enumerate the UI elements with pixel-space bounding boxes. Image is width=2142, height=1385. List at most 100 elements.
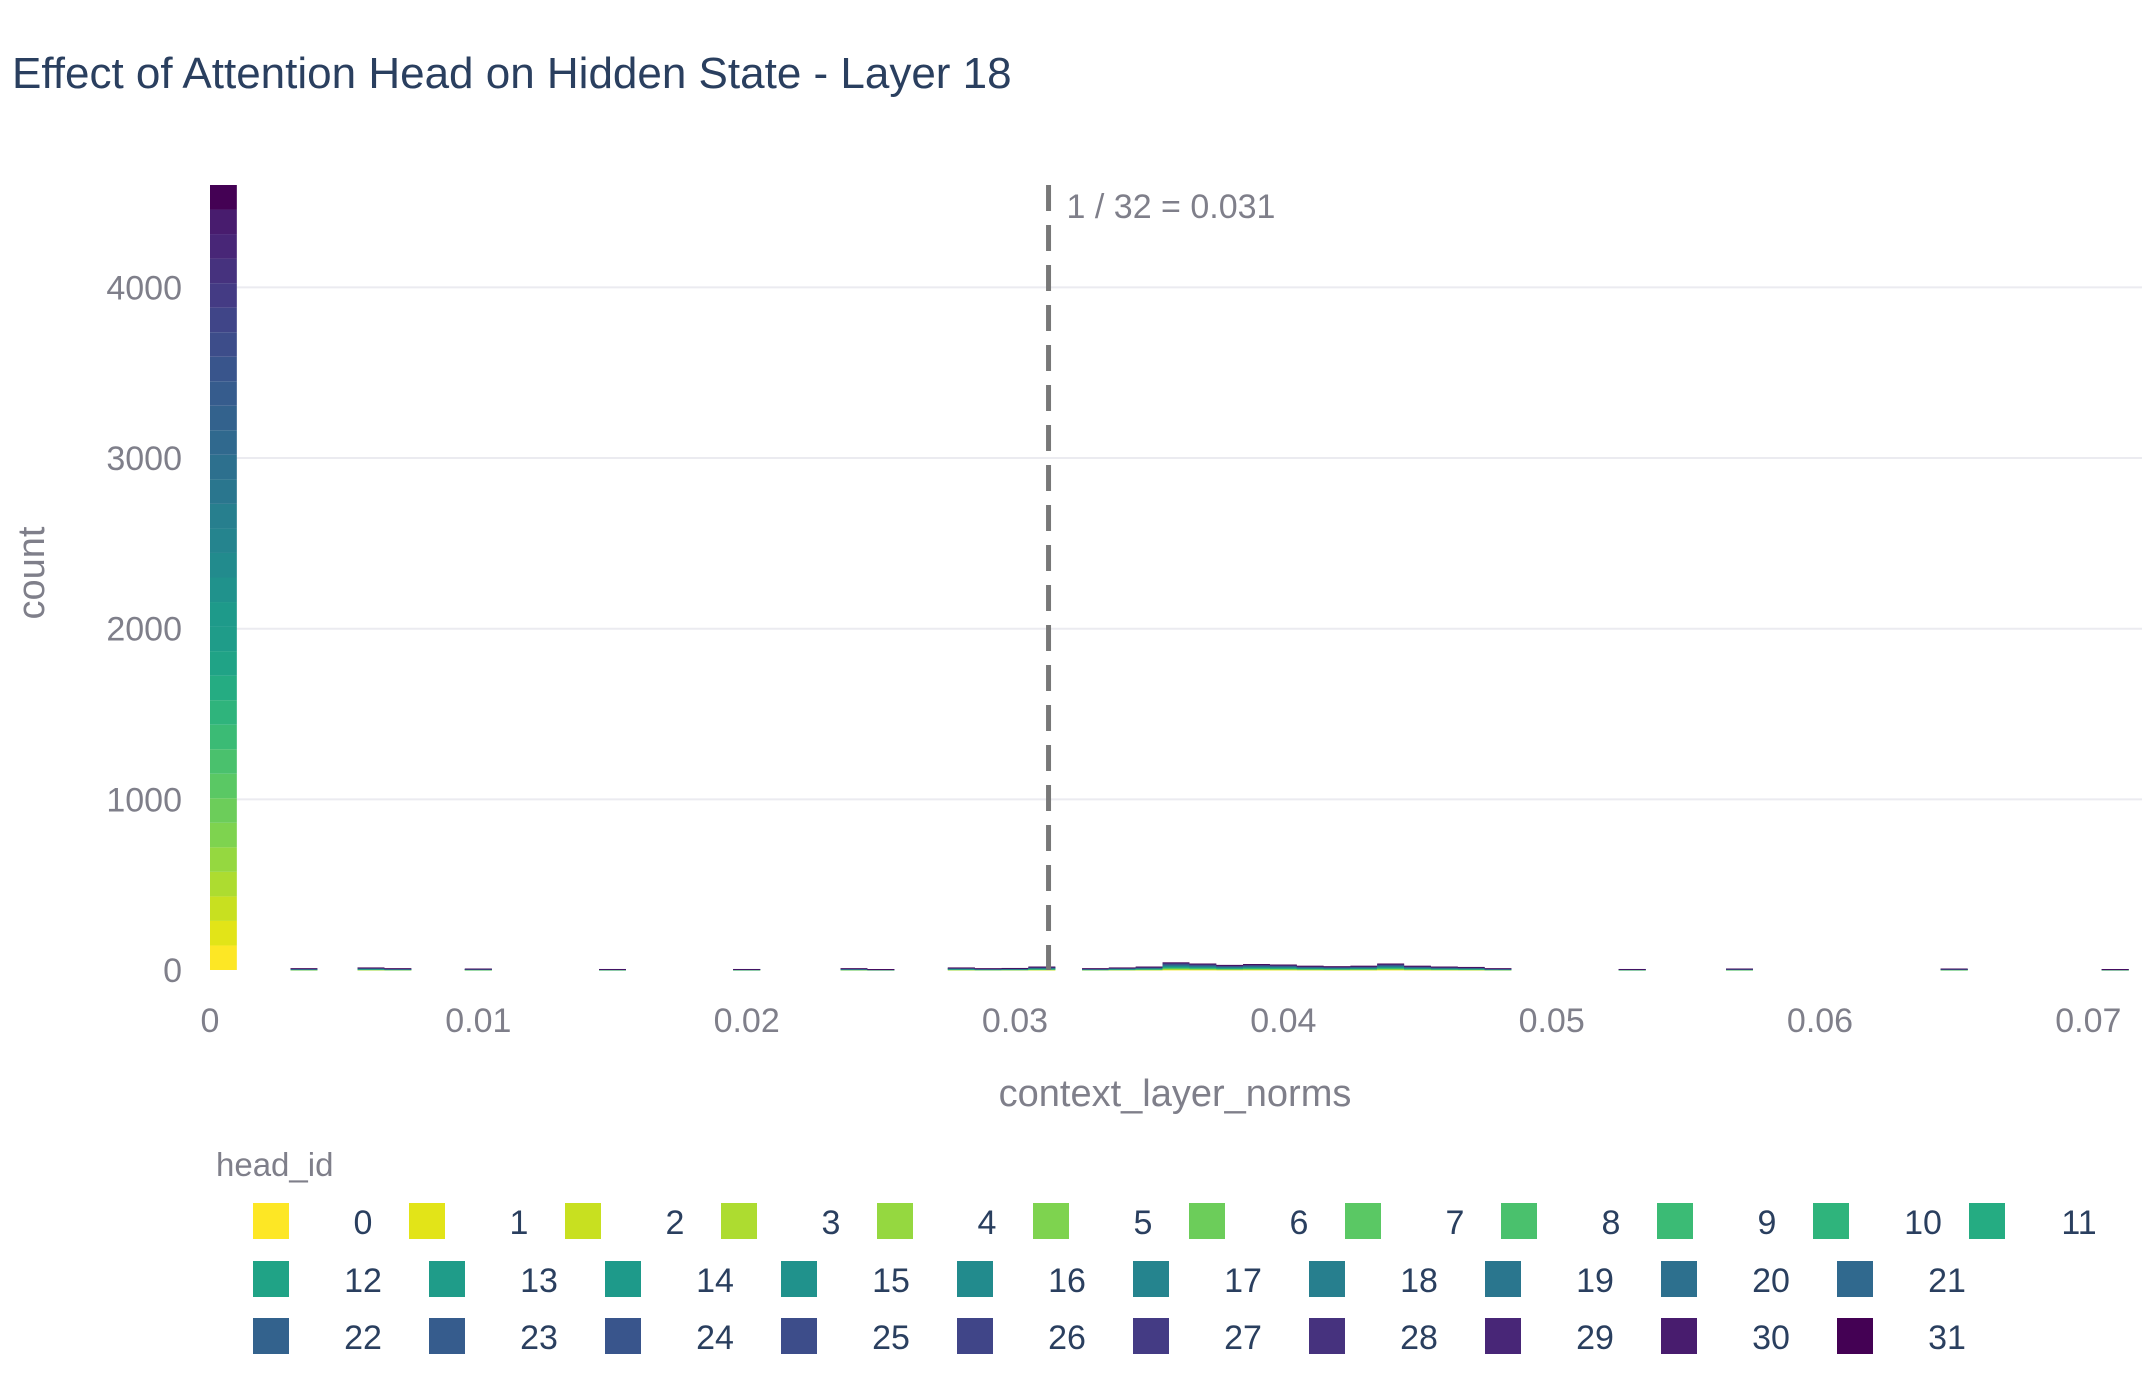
bar-segment <box>210 479 237 504</box>
legend-label: 15 <box>872 1262 910 1300</box>
legend-swatch <box>253 1318 289 1354</box>
bar-segment <box>733 968 761 970</box>
bar-segment <box>974 968 1002 969</box>
legend-label: 20 <box>1752 1262 1790 1300</box>
bar-segment <box>210 626 237 652</box>
bar-segment <box>210 381 237 406</box>
legend-label: 14 <box>696 1262 734 1300</box>
chart-title: Effect of Attention Head on Hidden State… <box>12 49 1012 98</box>
bar-segment <box>210 430 237 455</box>
legend-swatch <box>605 1261 641 1297</box>
bar-segment <box>1216 964 1244 966</box>
legend-item: 13 <box>429 1261 558 1300</box>
bar-segment <box>290 968 318 969</box>
bar-segment <box>210 602 237 627</box>
legend-label: 27 <box>1224 1319 1262 1357</box>
legend-item: 27 <box>1133 1318 1262 1357</box>
legend-item: 19 <box>1485 1261 1614 1300</box>
legend-label: 5 <box>1134 1204 1153 1242</box>
bar-segment <box>1189 963 1217 965</box>
legend-label: 4 <box>978 1204 997 1242</box>
bar-segment <box>210 405 237 431</box>
legend-swatch <box>565 1203 601 1239</box>
bar-segment <box>1457 966 1485 968</box>
legend-item: 20 <box>1661 1261 1790 1300</box>
legend-item: 29 <box>1485 1318 1614 1357</box>
x-tick-label: 0 <box>201 1002 220 1040</box>
legend-swatch <box>1837 1261 1873 1297</box>
legend-item: 18 <box>1309 1261 1438 1300</box>
legend-label: 13 <box>520 1262 558 1300</box>
bar-segment <box>947 967 975 969</box>
x-tick-label: 0.06 <box>1787 1002 1853 1040</box>
legend-swatch <box>1345 1203 1381 1239</box>
legend-swatch <box>1661 1261 1697 1297</box>
bar-segment <box>210 920 237 946</box>
legend-swatch <box>1813 1203 1849 1239</box>
bar-segment <box>210 896 237 921</box>
bar-segment <box>1404 965 1431 967</box>
legend-title: head_id <box>216 1146 333 1183</box>
legend-item: 5 <box>1033 1203 1152 1242</box>
legend-swatch <box>781 1261 817 1297</box>
legend-label: 24 <box>696 1319 734 1357</box>
bar-segment <box>599 968 626 970</box>
reference-line-label: 1 / 32 = 0.031 <box>1067 188 1276 226</box>
y-tick-label: 3000 <box>106 440 182 478</box>
legend-label: 21 <box>1928 1262 1966 1300</box>
bar-segment <box>210 258 237 284</box>
y-tick-label: 4000 <box>106 269 182 307</box>
bar-segment <box>210 185 237 210</box>
legend-label: 22 <box>344 1319 382 1357</box>
legend-swatch <box>253 1203 289 1239</box>
bar-segment <box>210 332 237 357</box>
x-tick-label: 0.03 <box>982 1002 1048 1040</box>
legend-swatch <box>429 1318 465 1354</box>
legend-item: 11 <box>1969 1203 2097 1242</box>
legend-item: 30 <box>1661 1318 1790 1357</box>
legend-swatch <box>1485 1318 1521 1354</box>
y-tick-label: 0 <box>163 952 182 990</box>
bar-segment <box>1484 968 1512 969</box>
gridlines <box>210 286 2142 801</box>
y-axis-ticks: 0 1000 2000 3000 4000 <box>106 269 182 990</box>
legend-swatch <box>253 1261 289 1297</box>
bar-segment <box>210 503 237 529</box>
legend-label: 12 <box>344 1262 382 1300</box>
bar-segment <box>210 700 237 725</box>
x-axis-ticks: 0 0.01 0.02 0.03 0.04 0.05 0.06 0.07 <box>201 1002 2122 1040</box>
bar-segment <box>1243 964 1270 965</box>
legend-item: 16 <box>957 1261 1086 1300</box>
legend-label: 1 <box>510 1204 529 1242</box>
legend-swatch <box>1133 1261 1169 1297</box>
legend-item: 31 <box>1837 1318 1966 1357</box>
bar-segment <box>210 209 237 235</box>
bar-segment <box>210 871 237 897</box>
bar-segment <box>210 356 237 382</box>
bar-segment <box>1082 968 1109 969</box>
legend-swatch <box>605 1318 641 1354</box>
bar-segment <box>384 968 412 969</box>
legend-swatch <box>1189 1203 1225 1239</box>
legend-swatch <box>1501 1203 1537 1239</box>
legend-item: 15 <box>781 1261 910 1300</box>
x-tick-label: 0.01 <box>445 1002 511 1040</box>
legend-swatch <box>1485 1261 1521 1297</box>
legend-label: 6 <box>1290 1204 1309 1242</box>
legend-label: 11 <box>2061 1204 2096 1242</box>
legend-item: 23 <box>429 1318 558 1357</box>
legend-label: 23 <box>520 1319 558 1357</box>
bar-segment <box>210 675 237 701</box>
x-tick-label: 0.05 <box>1519 1002 1585 1040</box>
legend-label: 16 <box>1048 1262 1086 1300</box>
legend-swatch <box>409 1203 445 1239</box>
legend-item: 3 <box>721 1203 840 1242</box>
legend-swatch <box>1309 1261 1345 1297</box>
legend-swatch <box>957 1318 993 1354</box>
legend-label: 25 <box>872 1319 910 1357</box>
bar-segment <box>210 307 237 333</box>
bar-segment <box>1162 962 1190 963</box>
bar-segment <box>1618 968 1646 970</box>
